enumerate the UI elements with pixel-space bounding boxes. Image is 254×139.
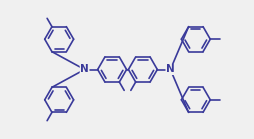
Text: N: N [80,64,89,75]
Text: N: N [165,64,174,75]
